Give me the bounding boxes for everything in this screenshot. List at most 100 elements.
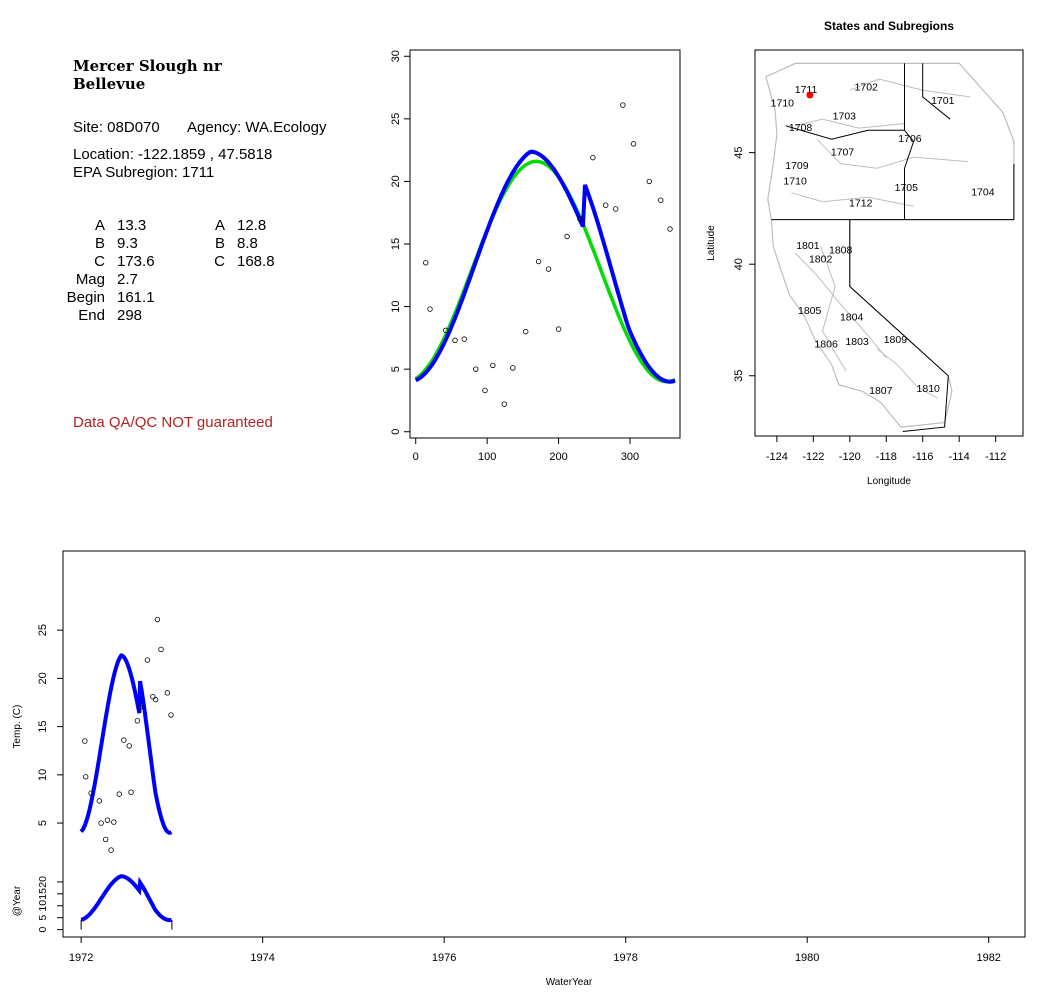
data-point — [126, 743, 132, 749]
agency: Agency: WA.Ecology — [187, 119, 327, 136]
x-tick-label: -112 — [985, 451, 1006, 463]
data-point — [111, 819, 117, 825]
y-tick-label: 35 — [733, 370, 745, 382]
subregion-boundary — [876, 348, 938, 399]
data-point — [577, 216, 583, 222]
data-point — [564, 233, 570, 240]
region-label: 1710 — [771, 97, 795, 109]
data-point — [545, 266, 552, 272]
data-point — [423, 260, 429, 266]
plot-frame — [409, 49, 681, 439]
data-point — [461, 336, 467, 342]
data-point — [603, 202, 609, 208]
y-axis-label: Latitude — [706, 225, 717, 261]
data-point — [137, 704, 143, 711]
region-label: 1806 — [814, 338, 838, 350]
data-point — [613, 206, 619, 212]
timeseries-chart: 1972 1974 1976 1978 1980 19825101520250510152… — [12, 550, 1026, 988]
region-label: 1712 — [849, 198, 873, 210]
location: Location: -122.1859 , 47.5818 — [73, 146, 273, 163]
x-tick-label: -120 — [839, 451, 861, 463]
subregion-outline — [765, 62, 1015, 428]
param-name: C — [214, 253, 225, 270]
data-point — [154, 616, 161, 623]
data-point — [620, 102, 626, 108]
params-left: A 13.3 B 9.3 C 173.6 Mag 2.7 Begin 161.1 End 2… — [50, 217, 155, 325]
subregion-boundary — [791, 192, 914, 207]
x-tick-label: 0 — [413, 451, 419, 463]
data-point — [98, 820, 104, 826]
region-label: 1708 — [789, 122, 813, 134]
param-value: 173.6 — [117, 253, 155, 270]
y-tick-label: 10 — [390, 300, 402, 312]
subregion-boundary — [794, 252, 887, 359]
data-point — [473, 366, 479, 372]
subregion-boundary — [794, 118, 905, 129]
subregion-boundary — [820, 246, 847, 372]
y-tick-label: 0 — [390, 429, 402, 435]
param-value: 161.1 — [117, 289, 155, 306]
y-tick-label-annual: 10 — [37, 900, 49, 912]
data-point — [510, 365, 516, 371]
data-point — [630, 141, 637, 147]
region-label: 1711 — [795, 84, 818, 96]
data-point — [104, 817, 111, 823]
site-marker — [806, 91, 814, 99]
data-point — [96, 798, 103, 804]
region-label: 1701 — [931, 95, 955, 107]
subregion-boundary — [849, 78, 971, 98]
x-tick-label: 1976 — [432, 952, 456, 964]
data-point — [535, 258, 542, 265]
region-label: 1804 — [840, 312, 864, 324]
param-value: 8.8 — [237, 235, 258, 252]
data-point — [116, 791, 122, 797]
param-name: End — [78, 307, 105, 324]
x-tick-label: 1974 — [250, 952, 274, 964]
region-label: 1803 — [845, 336, 869, 348]
data-point — [134, 718, 141, 724]
data-point — [152, 696, 159, 703]
data-point — [150, 694, 156, 700]
x-tick-label: 1980 — [795, 952, 819, 964]
region-label: 1705 — [895, 182, 919, 194]
state-boundary — [922, 63, 951, 120]
x-tick-label: 100 — [478, 451, 496, 463]
state-boundary — [849, 219, 949, 432]
param-value: 12.8 — [237, 217, 267, 234]
subregion-map: 1702170117101711170317081706170717091710… — [706, 49, 1024, 487]
param-name: B — [94, 235, 105, 252]
data-point — [108, 847, 114, 853]
annual-curve-blue — [80, 874, 172, 923]
param-row: C 173.6 — [50, 253, 155, 271]
region-label: 1810 — [917, 383, 941, 395]
site-id: Site: 08D070 — [73, 119, 160, 136]
param-value: 13.3 — [117, 217, 147, 234]
data-point — [501, 401, 507, 407]
data-point — [168, 712, 174, 718]
y-tick-label: 5 — [390, 366, 402, 372]
data-point — [646, 178, 652, 185]
param-row: C 168.8 — [170, 253, 274, 271]
data-point — [452, 337, 458, 344]
y-tick-label-annual: 15 — [37, 888, 49, 900]
region-label: 1702 — [855, 82, 879, 94]
data-point — [88, 790, 94, 796]
data-point — [164, 690, 171, 696]
data-point — [658, 197, 664, 203]
site-title-line1: Mercer Slough nr — [73, 57, 222, 75]
params-right: A 12.8 B 8.8 C 168.8 — [170, 217, 274, 271]
param-name: A — [94, 217, 105, 234]
subregion: EPA Subregion: 1711 — [73, 164, 215, 181]
region-label: 1710 — [783, 175, 807, 187]
data-point — [555, 326, 562, 332]
y-axis-label-annual: @Year — [12, 885, 23, 916]
x-axis-label: Longitude — [867, 476, 911, 487]
fit-curve-blue — [79, 653, 173, 835]
region-label: 1703 — [833, 111, 857, 123]
y-tick-label: 25 — [390, 113, 402, 125]
param-row: B 9.3 — [50, 235, 155, 253]
x-tick-label: -118 — [876, 451, 897, 463]
y-tick-label-annual: 20 — [37, 876, 49, 888]
y-axis-label: Temp. (C) — [12, 705, 23, 749]
y-tick-label: 40 — [733, 258, 745, 270]
